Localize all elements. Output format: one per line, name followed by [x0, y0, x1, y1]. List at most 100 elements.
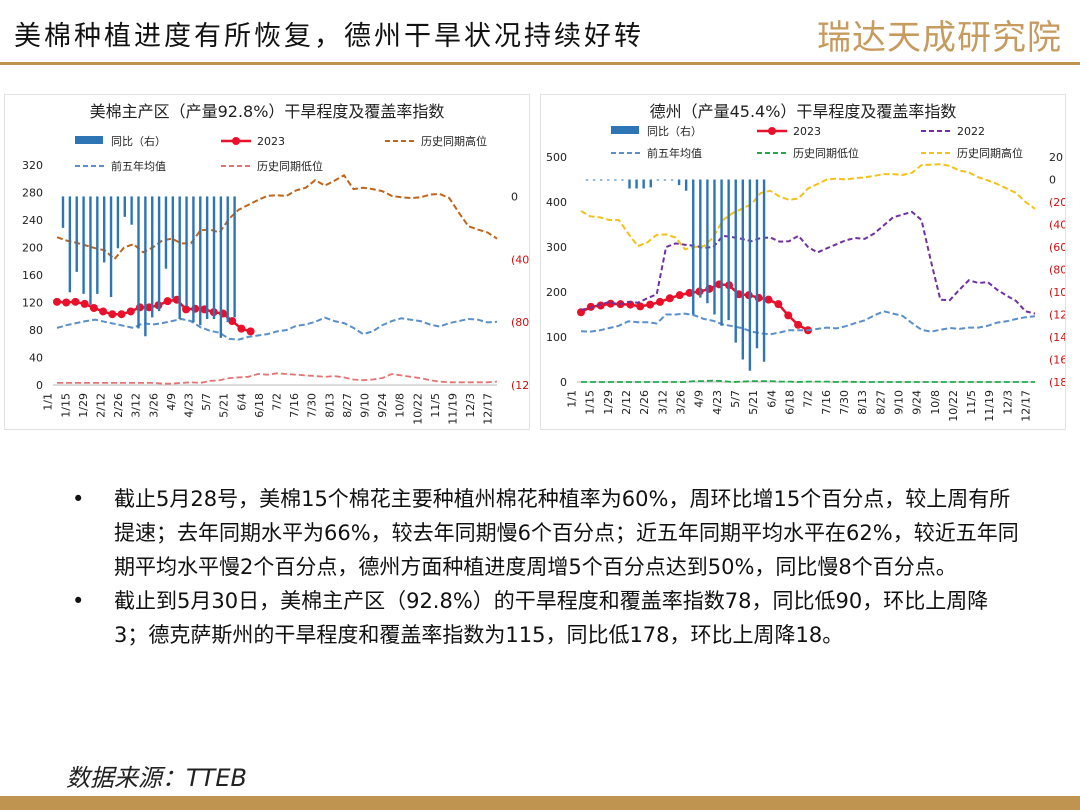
- x-tick-label: 1/29: [77, 393, 90, 418]
- x-tick-label: 7/16: [820, 390, 833, 415]
- series-marker: [636, 302, 645, 311]
- x-tick-label: 11/5: [429, 393, 442, 418]
- bar-yoy: [164, 196, 168, 269]
- legend-label: 历史同期低位: [257, 159, 323, 173]
- series-line: [580, 310, 1036, 336]
- x-tick-label: 4/23: [711, 390, 724, 415]
- bar-yoy: [727, 179, 730, 321]
- y2-tick-label: (100): [1049, 286, 1065, 299]
- x-tick-label: 2/12: [95, 393, 108, 418]
- series-marker: [80, 299, 89, 308]
- bar-yoy: [748, 179, 752, 371]
- bar-yoy: [82, 196, 85, 294]
- y-tick-label: 0: [36, 379, 43, 392]
- x-tick-label: 10/22: [411, 393, 424, 425]
- x-tick-label: 8/13: [323, 393, 336, 418]
- y-tick-label: 0: [560, 376, 567, 389]
- bullet-dot: •: [72, 589, 85, 613]
- series-marker: [685, 288, 694, 297]
- legend-label: 2022: [957, 125, 985, 138]
- legend-label: 前五年均值: [111, 159, 166, 173]
- legend-label: 同比（右）: [647, 124, 702, 138]
- x-tick-label: 1/29: [602, 390, 615, 415]
- y2-tick-label: (80): [1049, 264, 1065, 277]
- series-line: [581, 379, 1035, 383]
- x-tick-label: 3/26: [147, 393, 160, 418]
- x-tick-label: 5/7: [200, 393, 213, 411]
- series-marker: [237, 324, 246, 333]
- bar-yoy: [96, 196, 99, 294]
- y-tick-label: 200: [22, 242, 43, 255]
- series-marker: [665, 294, 674, 303]
- legend-marker: [232, 137, 240, 145]
- series-marker: [117, 310, 126, 319]
- bar-yoy: [226, 196, 229, 323]
- y-tick-label: 160: [22, 269, 43, 282]
- bar-yoy: [699, 179, 702, 298]
- bar-yoy: [720, 179, 723, 326]
- x-tick-label: 4/9: [165, 393, 178, 411]
- x-tick-label: 12/3: [464, 393, 477, 418]
- y-tick-label: 40: [29, 352, 43, 365]
- x-tick-label: 3/26: [675, 390, 688, 415]
- series-marker: [135, 303, 144, 312]
- y2-tick-label: (180): [1049, 376, 1065, 389]
- series-marker: [71, 297, 80, 306]
- bar-yoy: [762, 179, 766, 362]
- legend-label: 历史同期高位: [421, 134, 487, 148]
- series-marker: [596, 301, 605, 310]
- bar-yoy: [199, 196, 202, 326]
- bar-yoy: [212, 196, 216, 319]
- footer-bar: [0, 796, 1080, 810]
- bullet-item: • 截止到5月30日，美棉主产区（92.8%）的干旱程度和覆盖率指数78，同比低…: [72, 584, 1022, 652]
- series-marker: [784, 311, 793, 320]
- series-marker: [108, 310, 117, 319]
- x-tick-label: 9/24: [911, 390, 924, 415]
- y2-tick-label: (140): [1049, 331, 1065, 344]
- bar-yoy: [663, 179, 667, 181]
- bar-yoy: [741, 179, 745, 360]
- bar-yoy: [755, 179, 759, 349]
- series-line: [56, 316, 498, 341]
- series-marker: [182, 305, 191, 314]
- bar-yoy: [614, 179, 617, 181]
- y-tick-label: 120: [22, 297, 43, 310]
- x-tick-label: 5/7: [729, 390, 742, 408]
- y2-tick-label: (120): [511, 379, 529, 392]
- chart-title: 美棉主产区（产量92.8%）干旱程度及覆盖率指数: [90, 102, 445, 121]
- series-marker: [62, 298, 71, 307]
- x-tick-label: 7/2: [802, 390, 815, 408]
- y-tick-label: 500: [546, 151, 567, 164]
- legend-swatch: [75, 136, 103, 144]
- bar-yoy: [151, 196, 154, 318]
- x-tick-label: 9/10: [892, 390, 905, 415]
- chart-us-main-svg: 美棉主产区（产量92.8%）干旱程度及覆盖率指数 0 40 80 120 160 200 24…: [22, 102, 529, 425]
- series-marker: [53, 297, 61, 306]
- x-tick-label: 6/18: [253, 393, 266, 418]
- series-marker: [126, 307, 135, 316]
- bar-yoy: [109, 196, 113, 297]
- bar-yoy: [75, 196, 78, 272]
- y2-tick-label: 0: [1049, 174, 1056, 187]
- series-line: [57, 372, 498, 385]
- data-source: 数据来源：TTEB: [66, 764, 247, 792]
- page-title: 美棉种植进度有所恢复，德州干旱状况持续好转: [14, 21, 644, 52]
- bar-yoy: [171, 196, 175, 299]
- x-tick-label: 7/2: [271, 393, 284, 411]
- chart-texas-svg: 德州（产量45.4%）干旱程度及覆盖率指数0100200300400500(18…: [546, 102, 1065, 422]
- x-tick-label: 6/18: [783, 390, 796, 415]
- x-tick-label: 8/27: [874, 390, 887, 415]
- bar-yoy: [670, 179, 674, 181]
- y2-tick-label: (60): [1049, 241, 1065, 254]
- x-tick-label: 10/8: [929, 390, 942, 415]
- chart-texas: 德州（产量45.4%）干旱程度及覆盖率指数 0 100 200 300 400 500 (18…: [540, 94, 1066, 430]
- bar-yoy: [684, 179, 688, 191]
- bar-yoy: [677, 179, 681, 186]
- x-tick-label: 10/22: [947, 390, 960, 422]
- x-tick-label: 2/26: [112, 393, 125, 418]
- legend-swatch: [611, 126, 639, 134]
- x-tick-label: 1/15: [59, 393, 72, 418]
- series-line: [580, 163, 1036, 251]
- bar-yoy: [592, 179, 596, 181]
- y-tick-label: 280: [22, 187, 43, 200]
